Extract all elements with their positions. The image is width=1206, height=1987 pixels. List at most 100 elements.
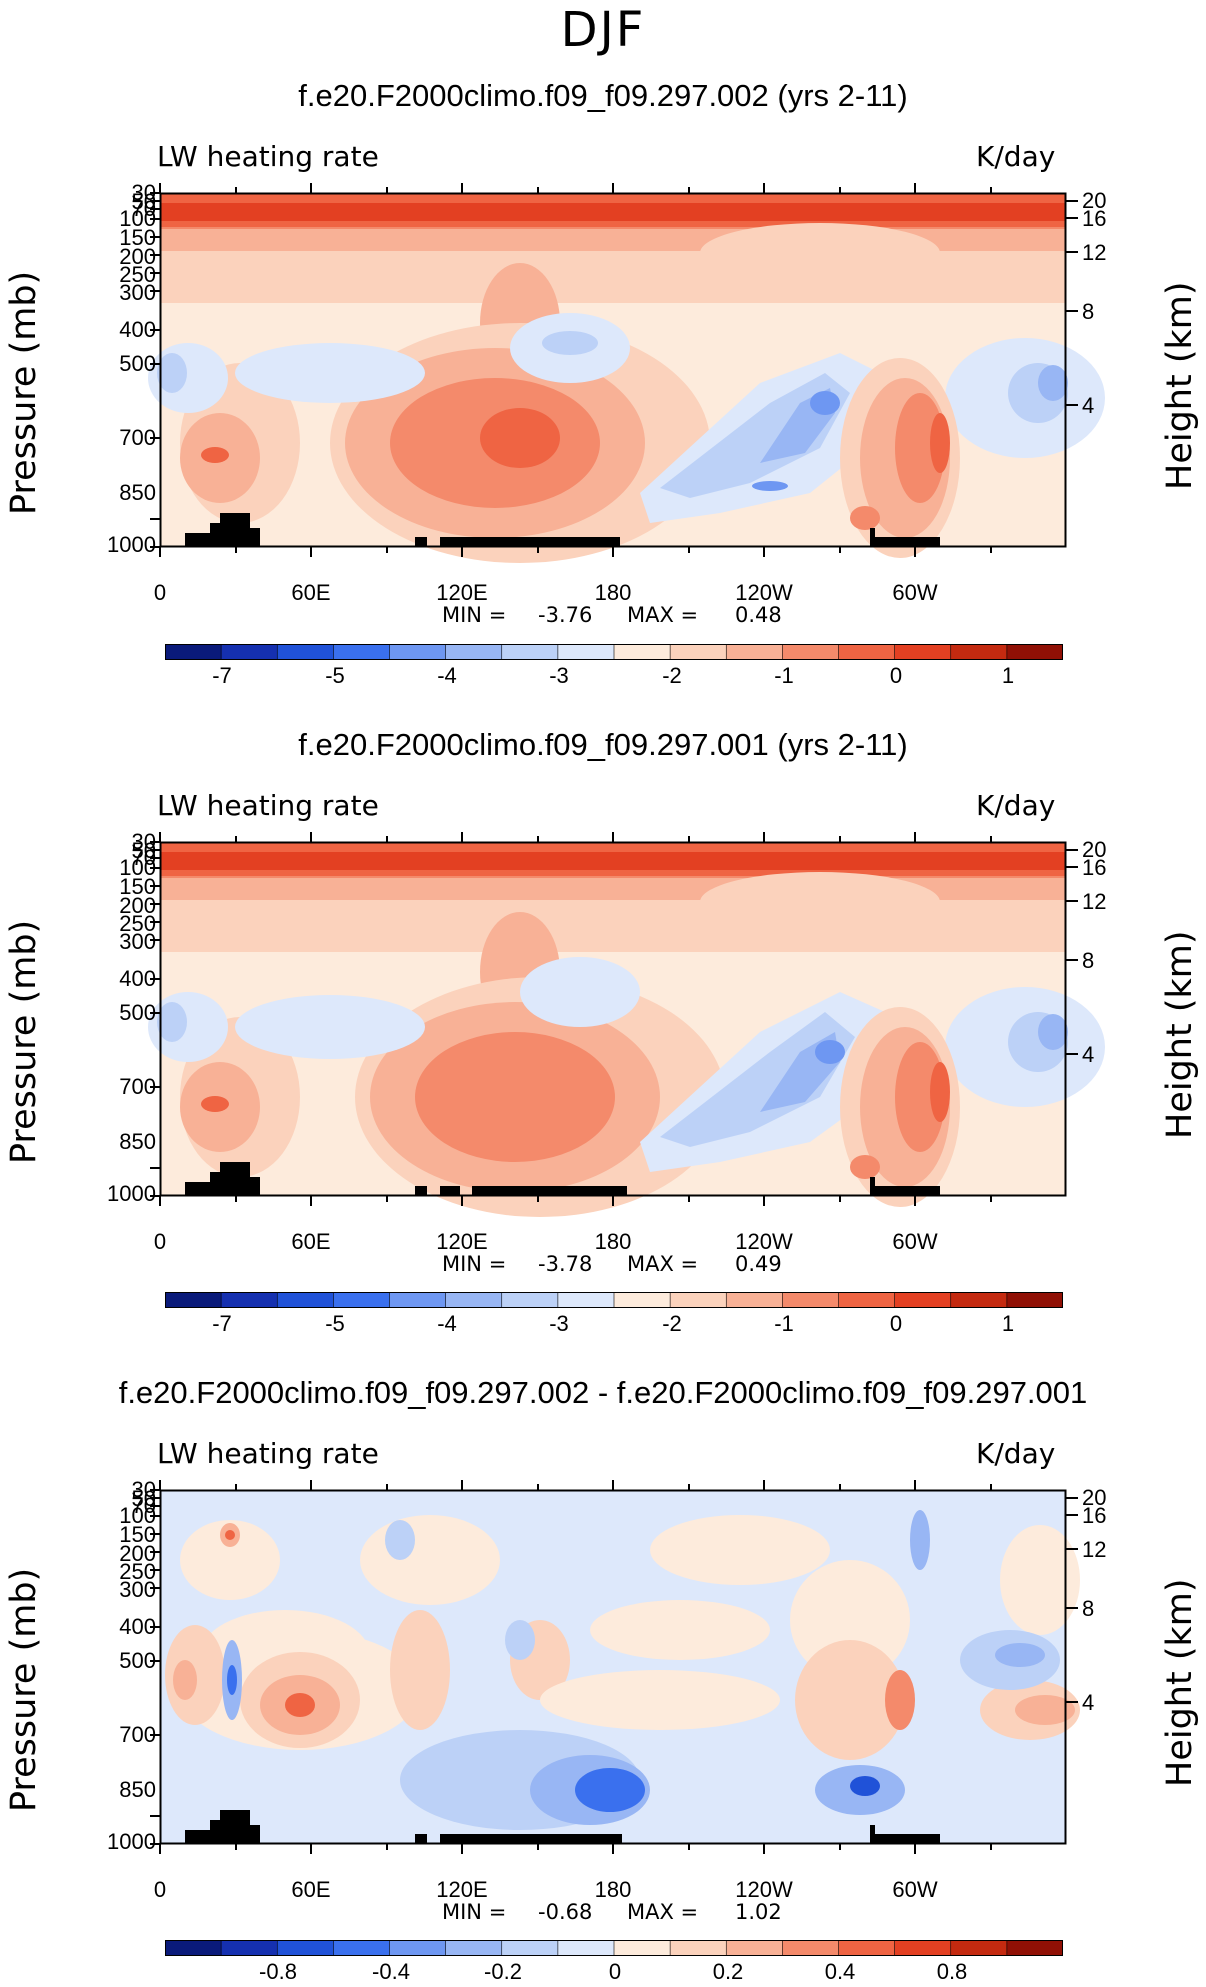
colorbar-swatch <box>277 1292 334 1308</box>
x-tick: 120E <box>436 580 488 605</box>
height-tick: 12 <box>1082 889 1107 914</box>
colorbar-swatches <box>165 1292 1064 1308</box>
pressure-tick: 70 <box>131 196 156 221</box>
panel-2: f.e20.F2000climo.f09_f09.297.001 (yrs 2-… <box>0 649 1206 1336</box>
max-label: MAX = <box>627 1252 699 1276</box>
max-value: 0.48 <box>735 603 782 627</box>
colorbar-swatch <box>277 644 334 660</box>
x-tick: 0 <box>153 580 167 605</box>
colorbar-swatch <box>782 1292 839 1308</box>
colorbar-swatch <box>221 1940 278 1956</box>
pressure-tick: 1000 <box>107 1181 156 1206</box>
colorbar-swatch <box>950 1940 1008 1956</box>
x-tick: 180 <box>594 580 632 605</box>
contour-plot <box>150 1480 1080 1854</box>
figure-title: DJF <box>560 2 646 58</box>
pressure-tick: 400 <box>119 966 156 991</box>
colorbar-tick: -4 <box>437 663 457 688</box>
colorbar-swatch <box>670 1292 727 1308</box>
colorbar-tick: -4 <box>437 1311 457 1336</box>
colorbar-swatch <box>670 1940 727 1956</box>
colorbar-tick: 0 <box>608 1959 622 1984</box>
pressure-tick: 500 <box>119 1648 156 1673</box>
pressure-tick: 850 <box>119 1777 156 1802</box>
pressure-tick: 850 <box>119 480 156 505</box>
colorbar-swatch <box>614 1940 671 1956</box>
x-tick: 120E <box>436 1877 488 1902</box>
colorbar-swatch <box>782 1940 839 1956</box>
max-label: MAX = <box>627 603 699 627</box>
pressure-axis-label: Pressure (mb) <box>4 919 44 1164</box>
pressure-tick: 200 <box>119 1541 156 1566</box>
pressure-tick: 70 <box>131 1493 156 1518</box>
pressure-tick: 200 <box>119 893 156 918</box>
panel-title: f.e20.F2000climo.f09_f09.297.002 (yrs 2-… <box>298 78 908 113</box>
pressure-tick: 700 <box>119 1074 156 1099</box>
colorbar-swatch <box>726 1940 783 1956</box>
height-tick: 4 <box>1082 1042 1095 1067</box>
colorbar-swatch <box>557 1940 615 1956</box>
pressure-tick: 250 <box>119 911 156 936</box>
colorbar-tick: -7 <box>212 663 232 688</box>
colorbar-swatch <box>165 1940 222 1956</box>
x-tick: 60W <box>892 1877 938 1902</box>
colorbar-swatch <box>557 644 615 660</box>
units-label: K/day <box>976 140 1056 173</box>
pressure-tick: 500 <box>119 1000 156 1025</box>
max-label: MAX = <box>627 1900 699 1924</box>
colorbar-tick: -5 <box>325 1311 345 1336</box>
colorbar-swatch <box>1006 1940 1064 1956</box>
colorbar-tick: -7 <box>212 1311 232 1336</box>
height-tick: 4 <box>1082 1690 1095 1715</box>
colorbar-swatch <box>950 644 1008 660</box>
colorbar-swatches <box>165 1940 1064 1956</box>
pressure-tick: 150 <box>119 225 156 250</box>
colorbar-swatch <box>614 644 671 660</box>
colorbar <box>165 644 1064 660</box>
colorbar-swatch <box>782 644 839 660</box>
colorbar-swatch <box>1006 644 1064 660</box>
colorbar-tick: -2 <box>662 1311 682 1336</box>
colorbar-swatch <box>389 1940 447 1956</box>
colorbar-tick: -3 <box>549 663 569 688</box>
colorbar-swatch <box>614 1292 671 1308</box>
colorbar-swatch <box>165 1292 222 1308</box>
variable-label: LW heating rate <box>157 140 379 173</box>
colorbar-tick: 0 <box>889 663 903 688</box>
colorbar-swatch <box>501 644 559 660</box>
x-tick: 60W <box>892 580 938 605</box>
min-label: MIN = <box>442 1900 507 1924</box>
colorbar-swatch <box>445 1940 503 1956</box>
panel-1: f.e20.F2000climo.f09_f09.297.002 (yrs 2-… <box>0 0 1206 688</box>
pressure-axis-label: Pressure (mb) <box>4 1567 44 1812</box>
min-value: -3.78 <box>538 1252 593 1276</box>
colorbar-swatch <box>501 1292 559 1308</box>
pressure-tick: 1000 <box>107 532 156 557</box>
colorbar-tick: 0.4 <box>824 1959 856 1984</box>
x-tick: 60E <box>291 1877 331 1902</box>
colorbar-swatch <box>894 644 952 660</box>
contour-plot <box>148 183 1105 563</box>
contour-plot <box>148 832 1105 1217</box>
x-tick: 180 <box>594 1877 632 1902</box>
colorbar-tick: -0.4 <box>372 1959 410 1984</box>
colorbar-tick: -2 <box>662 663 682 688</box>
max-value: 0.49 <box>735 1252 782 1276</box>
colorbar-tick: -1 <box>774 663 794 688</box>
variable-label: LW heating rate <box>157 1437 379 1470</box>
colorbar-swatch <box>726 644 783 660</box>
x-tick: 120E <box>436 1229 488 1254</box>
pressure-tick: 250 <box>119 262 156 287</box>
colorbar-swatch <box>389 644 447 660</box>
height-axis-label: Height (km) <box>1160 930 1200 1140</box>
height-tick: 20 <box>1082 837 1107 862</box>
height-tick: 16 <box>1082 855 1107 880</box>
height-tick: 8 <box>1082 948 1095 973</box>
height-tick: 4 <box>1082 393 1095 418</box>
pressure-tick: 500 <box>119 351 156 376</box>
height-tick: 8 <box>1082 299 1095 324</box>
contour-field <box>150 1480 1080 1854</box>
pressure-tick: 400 <box>119 1614 156 1639</box>
pressure-tick: 850 <box>119 1129 156 1154</box>
height-tick: 16 <box>1082 1503 1107 1528</box>
